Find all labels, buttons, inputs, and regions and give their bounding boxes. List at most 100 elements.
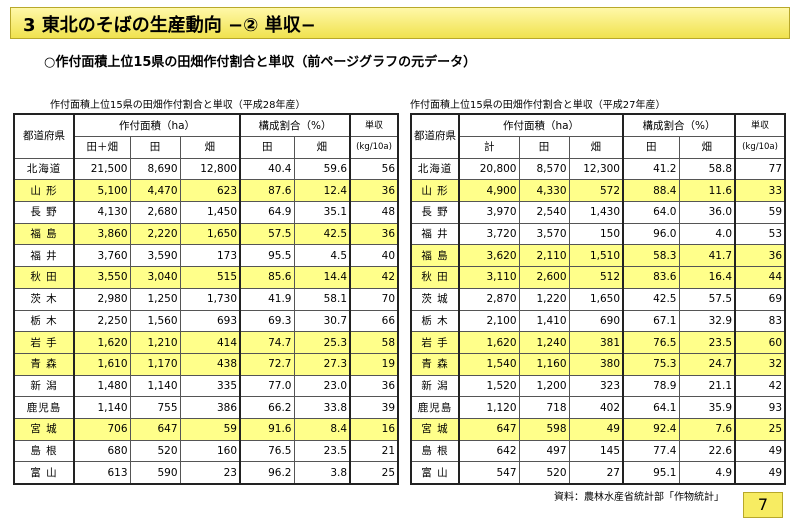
cell-yield: 77 [734,157,786,181]
cell-field: 323 [568,374,624,398]
cell-total: 20,800 [458,157,520,181]
cell-paddy: 1,250 [129,287,181,311]
cell-paddy: 1,170 [129,352,181,376]
table-row: 茨 城 2,870 1,220 1,650 42.5 57.5 69 [410,287,786,311]
cell-total: 2,250 [73,309,131,333]
table-row: 北海道 20,800 8,570 12,300 41.2 58.8 77 [410,157,786,181]
header-ratio-paddy: 田 [622,136,680,159]
cell-ratio-paddy: 66.2 [239,396,295,419]
cell-ratio-paddy: 64.1 [622,396,680,419]
table-row: 北海道 21,500 8,690 12,800 40.4 59.6 56 [13,157,399,181]
cell-field: 1,650 [568,287,624,311]
cell-field: 381 [568,331,624,354]
cell-paddy: 1,200 [518,374,570,398]
cell-paddy: 590 [129,461,181,485]
cell-prefecture: 秋 田 [13,266,75,289]
table-row: 宮 城 706 647 59 91.6 8.4 16 [13,417,399,441]
cell-ratio-paddy: 91.6 [239,417,295,441]
cell-ratio-paddy: 92.4 [622,417,680,441]
cell-ratio-paddy: 75.3 [622,352,680,376]
cell-prefecture: 長 野 [13,201,75,224]
cell-ratio-field: 3.8 [293,461,351,485]
cell-field: 160 [179,439,241,463]
cell-ratio-field: 4.0 [678,222,736,246]
cell-prefecture: 岩 手 [410,331,460,354]
cell-yield: 58 [349,331,399,354]
cell-ratio-paddy: 78.9 [622,374,680,398]
cell-total: 3,760 [73,244,131,268]
cell-yield: 36 [734,244,786,268]
header-prefecture: 都道府県 [13,113,75,159]
cell-prefecture: 富 山 [410,461,460,485]
cell-ratio-paddy: 69.3 [239,309,295,333]
cell-field: 1,430 [568,201,624,224]
cell-prefecture: 福 島 [410,244,460,268]
cell-yield: 21 [349,439,399,463]
cell-yield: 66 [349,309,399,333]
cell-ratio-field: 25.3 [293,331,351,354]
cell-ratio-paddy: 40.4 [239,157,295,181]
cell-paddy: 8,690 [129,157,181,181]
cell-field: 380 [568,352,624,376]
cell-total: 1,540 [458,352,520,376]
cell-field: 414 [179,331,241,354]
cell-paddy: 1,210 [129,331,181,354]
header-field: 畑 [568,136,624,159]
table-row: 島 根 680 520 160 76.5 23.5 21 [13,439,399,463]
cell-field: 623 [179,179,241,203]
header-paddy: 田 [518,136,570,159]
cell-prefecture: 北海道 [410,157,460,181]
cell-yield: 19 [349,352,399,376]
cell-field: 59 [179,417,241,441]
cell-total: 1,120 [458,396,520,419]
table-h28: 都道府県 作付面積（ha） 構成割合（%） 単収 田＋畑 田 畑 田 畑 (kg… [13,113,400,485]
page-number: 7 [743,492,783,518]
table-row: 秋 田 3,550 3,040 515 85.6 14.4 42 [13,266,399,289]
cell-ratio-field: 57.5 [678,287,736,311]
header-ratio-field: 畑 [678,136,736,159]
cell-yield: 36 [349,179,399,203]
cell-ratio-field: 41.7 [678,244,736,268]
cell-ratio-field: 36.0 [678,201,736,224]
header-yield-unit: (kg/10a) [349,136,399,159]
cell-field: 1,650 [179,222,241,246]
header-yield: 単収 [349,113,399,137]
cell-yield: 69 [734,287,786,311]
cell-paddy: 497 [518,439,570,463]
cell-yield: 42 [349,266,399,289]
header-area: 作付面積（ha） [73,113,241,137]
cell-yield: 42 [734,374,786,398]
cell-field: 572 [568,179,624,203]
cell-ratio-field: 14.4 [293,266,351,289]
cell-ratio-paddy: 67.1 [622,309,680,333]
cell-ratio-paddy: 72.7 [239,352,295,376]
cell-yield: 59 [734,201,786,224]
cell-ratio-paddy: 96.0 [622,222,680,246]
cell-field: 23 [179,461,241,485]
cell-yield: 16 [349,417,399,441]
cell-total: 1,610 [73,352,131,376]
cell-paddy: 2,540 [518,201,570,224]
cell-prefecture: 岩 手 [13,331,75,354]
table-row: 富 山 547 520 27 95.1 4.9 49 [410,461,786,485]
cell-ratio-paddy: 76.5 [239,439,295,463]
cell-ratio-paddy: 96.2 [239,461,295,485]
table-row: 茨 木 2,980 1,250 1,730 41.9 58.1 70 [13,287,399,311]
cell-yield: 70 [349,287,399,311]
table-row: 新 潟 1,480 1,140 335 77.0 23.0 36 [13,374,399,398]
cell-yield: 44 [734,266,786,289]
cell-total: 647 [458,417,520,441]
cell-prefecture: 山 形 [13,179,75,203]
cell-ratio-paddy: 87.6 [239,179,295,203]
cell-paddy: 755 [129,396,181,419]
cell-ratio-field: 16.4 [678,266,736,289]
cell-field: 173 [179,244,241,268]
cell-yield: 36 [349,374,399,398]
cell-yield: 33 [734,179,786,203]
cell-ratio-field: 35.1 [293,201,351,224]
table-row: 青 森 1,610 1,170 438 72.7 27.3 19 [13,352,399,376]
cell-total: 706 [73,417,131,441]
cell-ratio-paddy: 41.2 [622,157,680,181]
table-row: 長 野 3,970 2,540 1,430 64.0 36.0 59 [410,201,786,224]
cell-ratio-paddy: 57.5 [239,222,295,246]
